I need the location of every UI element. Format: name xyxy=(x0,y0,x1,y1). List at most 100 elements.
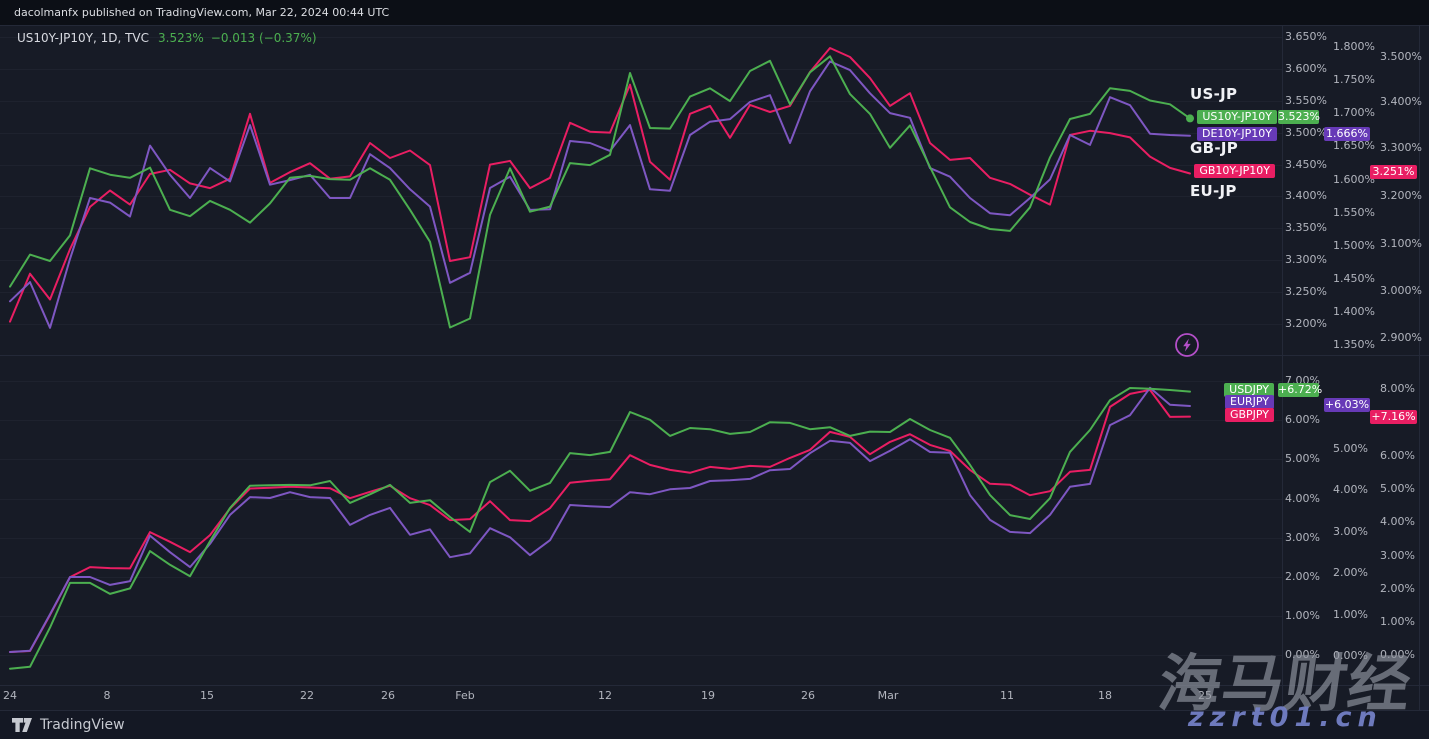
price-tick: 2.00% xyxy=(1380,582,1415,595)
series-line-us10y-jp10y xyxy=(9,55,1191,329)
price-tick: 3.550% xyxy=(1285,94,1327,107)
lightning-icon xyxy=(1175,333,1199,357)
price-tick: 6.00% xyxy=(1285,413,1320,426)
price-tick: 2.00% xyxy=(1285,570,1320,583)
tradingview-brand-label: TradingView xyxy=(40,717,125,733)
price-tick: 1.700% xyxy=(1333,106,1375,119)
price-value-badge: 3.251% xyxy=(1370,165,1417,179)
tradingview-brand-bar[interactable]: TradingView xyxy=(0,711,1429,739)
price-tick: 3.500% xyxy=(1380,50,1422,63)
x-axis-label: 26 xyxy=(801,689,815,702)
series-line-eurjpy xyxy=(9,386,1191,653)
flash-pattern-button[interactable] xyxy=(1173,331,1201,359)
legend-last-price: 3.523% xyxy=(158,31,204,45)
price-value-badge: +6.72% xyxy=(1278,383,1323,397)
pane-label-us-jp: US-JP xyxy=(1190,85,1238,103)
x-axis-label: 8 xyxy=(103,689,111,702)
price-tick: 1.800% xyxy=(1333,40,1375,53)
price-axis-border xyxy=(1282,25,1283,710)
publish-text: dacolmanfx published on TradingView.com,… xyxy=(14,6,390,19)
pane-label-gb-jp: GB-JP xyxy=(1190,139,1239,157)
price-tick: 8.00% xyxy=(1380,382,1415,395)
series-end-dot xyxy=(1186,114,1194,123)
price-tick: 5.00% xyxy=(1380,482,1415,495)
price-tick: 1.650% xyxy=(1333,139,1375,152)
price-tick: 1.350% xyxy=(1333,338,1375,351)
series-line-de10y-jp10y xyxy=(9,60,1191,329)
x-axis-label: Feb xyxy=(455,689,475,702)
legend-symbol: US10Y-JP10Y, 1D, TVC xyxy=(17,31,149,45)
footer-divider xyxy=(0,710,1429,711)
price-tick: 5.00% xyxy=(1285,452,1320,465)
price-tick: 2.00% xyxy=(1333,566,1368,579)
price-tick: 4.00% xyxy=(1380,515,1415,528)
price-tick: 3.300% xyxy=(1285,253,1327,266)
watermark-url: zzrt01.cn xyxy=(1188,702,1383,733)
x-axis-label: 25 xyxy=(1198,689,1212,702)
price-tick: 0.00% xyxy=(1333,649,1368,662)
price-tick: 3.600% xyxy=(1285,62,1327,75)
x-axis-label: 12 xyxy=(598,689,612,702)
price-tick: 1.00% xyxy=(1285,609,1320,622)
price-value-badge: 1.666% xyxy=(1324,127,1370,141)
price-tick: 1.450% xyxy=(1333,272,1375,285)
price-value-badge: +6.03% xyxy=(1324,398,1370,412)
pane-label-eu-jp: EU-JP xyxy=(1190,182,1237,200)
x-axis-label: 22 xyxy=(300,689,314,702)
series-lines xyxy=(9,47,1194,670)
legend-change: −0.013 (−0.37%) xyxy=(210,31,317,45)
series-label-badge-gb10y-jp10y: GB10Y-JP10Y xyxy=(1194,164,1275,178)
price-tick: 3.200% xyxy=(1285,317,1327,330)
x-axis-label: 19 xyxy=(701,689,715,702)
xaxis-divider xyxy=(0,685,1429,686)
price-tick: 3.00% xyxy=(1380,549,1415,562)
price-tick: 3.200% xyxy=(1380,189,1422,202)
series-label-badge-usdjpy: USDJPY xyxy=(1224,383,1274,397)
price-tick: 4.00% xyxy=(1285,492,1320,505)
x-axis-label: 11 xyxy=(1000,689,1014,702)
right-edge-border xyxy=(1419,25,1420,710)
x-axis-label: 15 xyxy=(200,689,214,702)
series-line-gb10y-jp10y xyxy=(9,47,1191,323)
price-tick: 3.000% xyxy=(1380,284,1422,297)
series-line-gbpjpy xyxy=(9,388,1191,653)
price-tick: 0.00% xyxy=(1380,648,1415,661)
tradingview-logo-icon xyxy=(12,718,32,732)
x-axis-label: 24 xyxy=(3,689,17,702)
price-tick: 1.550% xyxy=(1333,206,1375,219)
price-value-badge: 3.523% xyxy=(1278,110,1320,124)
x-axis-label: 18 xyxy=(1098,689,1112,702)
price-value-badge: +7.16% xyxy=(1370,410,1417,424)
price-tick: 1.750% xyxy=(1333,73,1375,86)
price-tick: 3.650% xyxy=(1285,30,1327,43)
chart-legend: US10Y-JP10Y, 1D, TVC 3.523% −0.013 (−0.37%… xyxy=(17,31,317,45)
price-tick: 2.900% xyxy=(1380,331,1422,344)
price-tick: 6.00% xyxy=(1380,449,1415,462)
x-axis-label: Mar xyxy=(877,689,899,702)
price-tick: 5.00% xyxy=(1333,442,1368,455)
price-tick: 3.350% xyxy=(1285,221,1327,234)
price-tick: 4.00% xyxy=(1333,483,1368,496)
price-tick: 3.250% xyxy=(1285,285,1327,298)
price-tick: 3.400% xyxy=(1285,189,1327,202)
price-tick: 3.300% xyxy=(1380,141,1422,154)
series-label-badge-gbpjpy: GBPJPY xyxy=(1224,408,1274,422)
series-label-badge-eurjpy: EURJPY xyxy=(1225,395,1274,409)
price-tick: 1.400% xyxy=(1333,305,1375,318)
price-tick: 1.00% xyxy=(1333,608,1368,621)
publish-bar: dacolmanfx published on TradingView.com,… xyxy=(0,0,1429,25)
price-tick: 3.450% xyxy=(1285,158,1327,171)
price-tick: 1.500% xyxy=(1333,239,1375,252)
price-tick: 3.00% xyxy=(1285,531,1320,544)
price-tick: 3.400% xyxy=(1380,95,1422,108)
price-tick: 0.00% xyxy=(1285,648,1320,661)
series-label-badge-de10y-jp10y: DE10Y-JP10Y xyxy=(1196,127,1277,141)
x-axis-label: 26 xyxy=(381,689,395,702)
series-label-badge-us10y-jp10y: US10Y-JP10Y xyxy=(1197,110,1277,124)
price-tick: 1.00% xyxy=(1380,615,1415,628)
price-tick: 3.00% xyxy=(1333,525,1368,538)
series-line-usdjpy xyxy=(9,387,1191,670)
price-tick: 1.600% xyxy=(1333,173,1375,186)
